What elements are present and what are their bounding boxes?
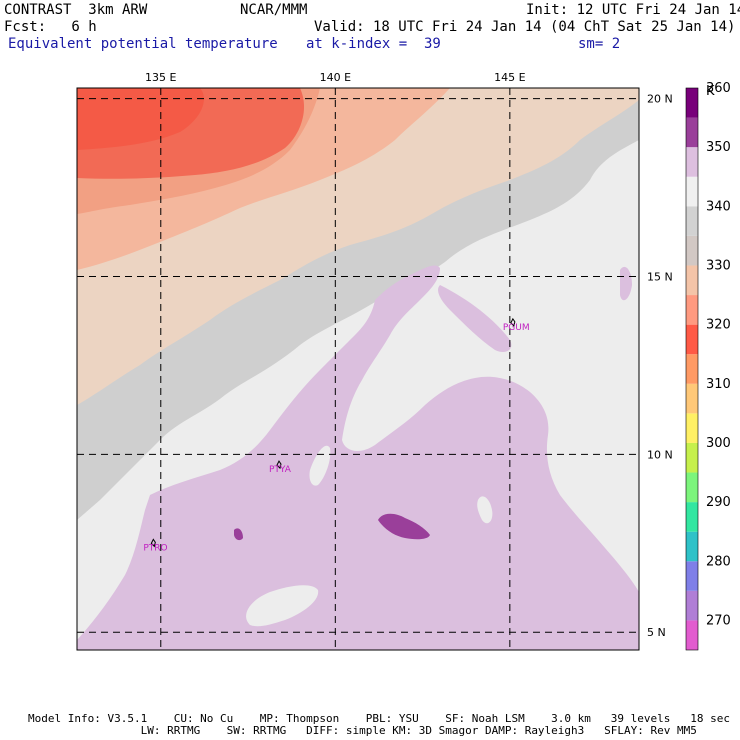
y-tick-label: 10 N bbox=[647, 448, 673, 461]
station-markers: PGUM PTYA PTRO bbox=[143, 317, 530, 553]
colorbar-level-label: 360 bbox=[706, 81, 731, 96]
hole-3 bbox=[309, 445, 331, 486]
org-label: NCAR/MMM bbox=[240, 2, 308, 18]
station-label: PTRO bbox=[143, 543, 167, 553]
colorbar-swatch bbox=[686, 147, 698, 177]
colorbar-level-label: 300 bbox=[706, 436, 731, 451]
k-index: at k-index = 39 bbox=[306, 36, 441, 52]
valid-time: Valid: 18 UTC Fri 24 Jan 14 (04 ChT Sat … bbox=[314, 19, 736, 35]
colorbar-level-label: 270 bbox=[706, 613, 731, 628]
colorbar-swatch bbox=[686, 383, 698, 414]
model-title: CONTRAST 3km ARW bbox=[4, 2, 148, 18]
colorbar-swatch bbox=[686, 324, 698, 355]
colorbar-level-label: 330 bbox=[706, 258, 731, 273]
colorbar-frame bbox=[685, 87, 699, 651]
colorbar-level-label: 280 bbox=[706, 554, 731, 569]
smoothing: sm= 2 bbox=[578, 36, 621, 52]
colorbar-level-label: 340 bbox=[706, 199, 731, 214]
colorbar-swatch bbox=[686, 502, 698, 532]
band-365-370-b bbox=[234, 528, 243, 541]
colorbar-level-label: 350 bbox=[706, 140, 731, 155]
band-360-365-north bbox=[438, 285, 512, 352]
colorbar-swatch bbox=[686, 354, 698, 384]
colorbar-swatch bbox=[686, 442, 698, 473]
hole-1 bbox=[246, 585, 319, 627]
colorbar-level-label: 310 bbox=[706, 377, 731, 392]
colorbar-level-label: 320 bbox=[706, 318, 731, 333]
colorbar-swatch bbox=[686, 531, 698, 562]
colorbar-swatch bbox=[686, 235, 698, 266]
init-time: Init: 12 UTC Fri 24 Jan 14 bbox=[526, 2, 740, 18]
colorbar-units: K bbox=[706, 84, 715, 99]
y-tick-label: 5 N bbox=[647, 626, 666, 639]
hole-2 bbox=[477, 496, 493, 524]
field-shading bbox=[77, 88, 639, 650]
y-tick-label: 20 N bbox=[647, 93, 673, 106]
island-outline bbox=[510, 317, 516, 327]
band-365-370-a bbox=[378, 513, 430, 540]
colorbar-swatch bbox=[686, 472, 698, 503]
axis-labels: 135 E 140 E 145 E 20 N 15 N 10 N 5 N bbox=[145, 71, 673, 639]
colorbar-swatch bbox=[686, 413, 698, 443]
station-label: PGUM bbox=[503, 323, 530, 333]
colorbar-swatch bbox=[686, 88, 698, 118]
band-360-365-south bbox=[77, 265, 639, 650]
graticule bbox=[77, 88, 639, 650]
island-outline bbox=[150, 538, 156, 548]
forecast-hour: Fcst: 6 h bbox=[4, 19, 97, 35]
colorbar-swatch bbox=[686, 206, 698, 236]
colorbar-level-label: 290 bbox=[706, 495, 731, 510]
map-frame bbox=[76, 87, 640, 651]
x-tick-label: 145 E bbox=[494, 71, 525, 84]
colorbar-swatch bbox=[686, 295, 698, 325]
colorbar-swatch bbox=[686, 620, 698, 650]
colorbar-labels: 270 280 290 300 310 320 330 340 350 360 bbox=[706, 81, 731, 628]
colorbar-swatches bbox=[685, 87, 699, 651]
colorbar-swatch bbox=[686, 590, 698, 621]
colorbar-swatch bbox=[686, 117, 698, 148]
colorbar-swatch bbox=[686, 176, 698, 207]
x-tick-label: 140 E bbox=[320, 71, 351, 84]
colorbar-swatch bbox=[686, 561, 698, 591]
island-outline bbox=[276, 460, 282, 470]
model-info-line1: Model Info: V3.5.1 CU: No Cu MP: Thompso… bbox=[28, 712, 730, 725]
station-label: PTYA bbox=[269, 465, 292, 475]
model-info-line2: LW: RRTMG SW: RRTMG DIFF: simple KM: 3D … bbox=[28, 724, 697, 737]
colorbar-swatch bbox=[686, 265, 698, 296]
band-320-325 bbox=[77, 88, 204, 150]
y-tick-label: 15 N bbox=[647, 271, 673, 284]
field-name: Equivalent potential temperature bbox=[8, 36, 278, 52]
x-tick-label: 135 E bbox=[145, 71, 176, 84]
band-360-365-east bbox=[620, 266, 632, 301]
